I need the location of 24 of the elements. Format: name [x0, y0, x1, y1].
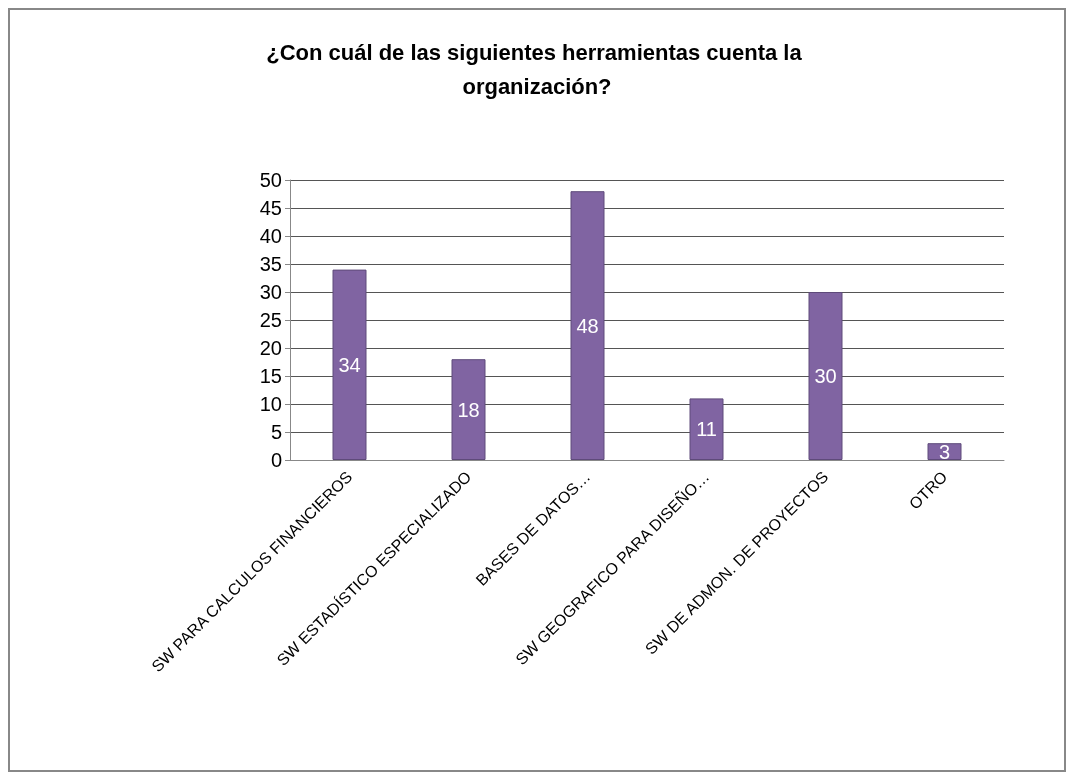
y-tick-label: 15: [259, 365, 282, 387]
bar: [808, 292, 843, 460]
y-tick-label: 0: [270, 449, 282, 471]
data-label: 3: [938, 440, 951, 463]
y-tick-label: 40: [259, 225, 282, 247]
y-tick-label: 25: [259, 309, 282, 331]
y-tick-label: 35: [259, 253, 282, 275]
bar: [451, 359, 486, 460]
bar: [927, 443, 962, 460]
chart-title: ¿Con cuál de las siguientes herramientas cuenta la organización?: [266, 39, 808, 99]
y-tick-label: 20: [259, 337, 282, 359]
y-tick-label: 50: [259, 169, 282, 191]
y-tick-label: 30: [259, 281, 282, 303]
y-tick-label: 5: [270, 421, 282, 443]
data-label: 30: [814, 365, 837, 387]
bar: [332, 269, 367, 460]
data-label: 18: [457, 398, 480, 421]
y-tick-label: 10: [259, 393, 282, 415]
data-label: 48: [576, 314, 599, 337]
data-label: 11: [696, 418, 717, 441]
y-tick-label: 45: [259, 197, 282, 219]
data-label: 34: [338, 353, 361, 376]
bar: [570, 191, 605, 460]
bar: [689, 398, 724, 460]
